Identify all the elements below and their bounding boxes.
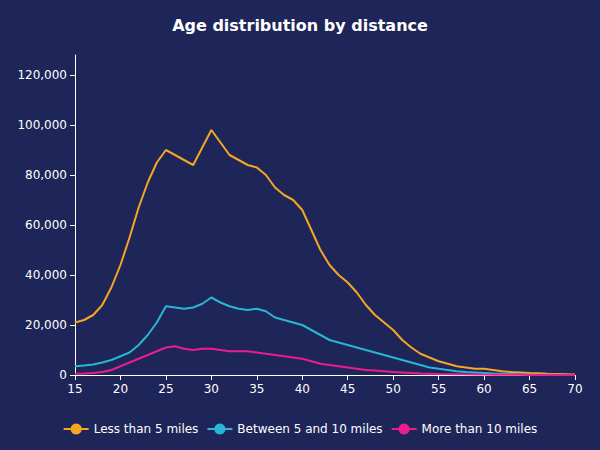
svg-text:55: 55 <box>431 382 446 396</box>
svg-text:Less than 5 miles: Less than 5 miles <box>94 422 199 436</box>
svg-text:Age distribution by distance: Age distribution by distance <box>172 16 428 35</box>
svg-text:50: 50 <box>386 382 401 396</box>
svg-text:60: 60 <box>476 382 491 396</box>
svg-text:70: 70 <box>567 382 582 396</box>
svg-text:0: 0 <box>59 368 67 382</box>
svg-text:25: 25 <box>158 382 173 396</box>
svg-text:65: 65 <box>522 382 537 396</box>
svg-text:40: 40 <box>295 382 310 396</box>
svg-text:80,000: 80,000 <box>25 168 67 182</box>
svg-text:40,000: 40,000 <box>25 268 67 282</box>
svg-text:More than 10 miles: More than 10 miles <box>422 422 538 436</box>
svg-text:60,000: 60,000 <box>25 218 67 232</box>
svg-text:20: 20 <box>113 382 128 396</box>
svg-text:15: 15 <box>67 382 82 396</box>
svg-text:120,000: 120,000 <box>17 68 67 82</box>
svg-text:100,000: 100,000 <box>17 118 67 132</box>
svg-text:20,000: 20,000 <box>25 318 67 332</box>
svg-text:30: 30 <box>204 382 219 396</box>
svg-text:35: 35 <box>249 382 264 396</box>
svg-text:Between 5 and 10 miles: Between 5 and 10 miles <box>237 422 382 436</box>
svg-text:45: 45 <box>340 382 355 396</box>
